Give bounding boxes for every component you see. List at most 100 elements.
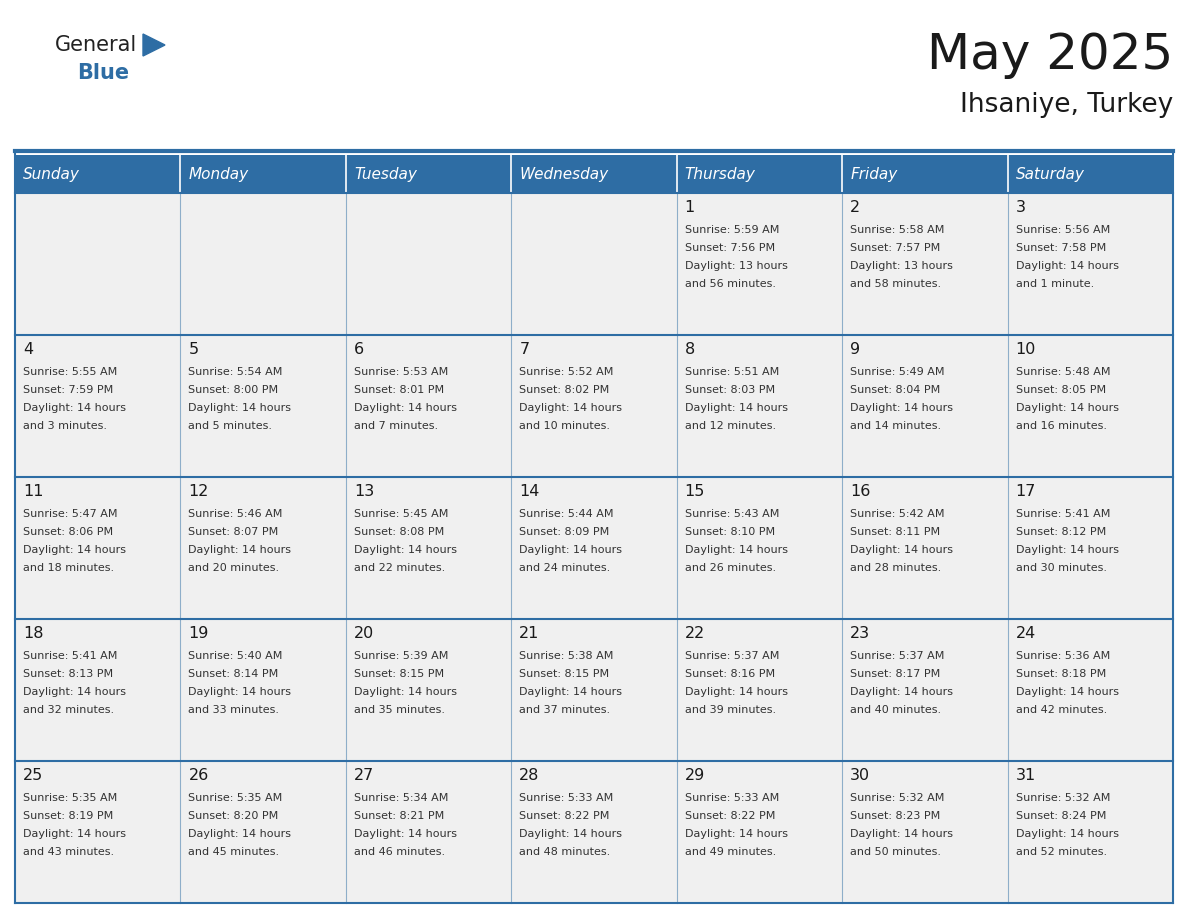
Text: Sunrise: 5:34 AM: Sunrise: 5:34 AM xyxy=(354,793,448,803)
Text: Sunrise: 5:40 AM: Sunrise: 5:40 AM xyxy=(189,651,283,661)
Text: Sunrise: 5:53 AM: Sunrise: 5:53 AM xyxy=(354,367,448,377)
Text: and 39 minutes.: and 39 minutes. xyxy=(684,705,776,715)
Text: Sunrise: 5:35 AM: Sunrise: 5:35 AM xyxy=(189,793,283,803)
Bar xyxy=(677,477,842,619)
Text: and 3 minutes.: and 3 minutes. xyxy=(23,421,107,431)
Bar xyxy=(15,193,181,335)
Text: Sunrise: 5:43 AM: Sunrise: 5:43 AM xyxy=(684,509,779,519)
Text: Daylight: 14 hours: Daylight: 14 hours xyxy=(23,687,126,697)
Text: 25: 25 xyxy=(23,767,43,782)
Text: Sunset: 8:14 PM: Sunset: 8:14 PM xyxy=(189,669,279,679)
Text: Sunrise: 5:35 AM: Sunrise: 5:35 AM xyxy=(23,793,118,803)
Bar xyxy=(15,619,181,761)
Text: Sunrise: 5:58 AM: Sunrise: 5:58 AM xyxy=(851,225,944,235)
Text: and 56 minutes.: and 56 minutes. xyxy=(684,279,776,289)
Text: and 20 minutes.: and 20 minutes. xyxy=(189,563,279,573)
Bar xyxy=(511,477,677,619)
Text: 7: 7 xyxy=(519,341,530,356)
Text: 9: 9 xyxy=(851,341,860,356)
Bar xyxy=(346,477,511,619)
Text: Daylight: 14 hours: Daylight: 14 hours xyxy=(189,545,291,555)
Text: and 46 minutes.: and 46 minutes. xyxy=(354,847,446,857)
Text: and 5 minutes.: and 5 minutes. xyxy=(189,421,272,431)
Bar xyxy=(842,335,1007,477)
Text: 23: 23 xyxy=(851,625,871,641)
Text: Daylight: 14 hours: Daylight: 14 hours xyxy=(851,403,953,413)
Text: 12: 12 xyxy=(189,484,209,498)
Text: Sunset: 7:56 PM: Sunset: 7:56 PM xyxy=(684,243,775,253)
Text: Sunrise: 5:36 AM: Sunrise: 5:36 AM xyxy=(1016,651,1110,661)
Text: 4: 4 xyxy=(23,341,33,356)
Bar xyxy=(511,155,677,193)
Text: Sunrise: 5:37 AM: Sunrise: 5:37 AM xyxy=(851,651,944,661)
Text: Sunset: 8:05 PM: Sunset: 8:05 PM xyxy=(1016,385,1106,395)
Text: Sunset: 8:03 PM: Sunset: 8:03 PM xyxy=(684,385,775,395)
Text: 5: 5 xyxy=(189,341,198,356)
Bar xyxy=(181,335,346,477)
Text: Sunset: 8:22 PM: Sunset: 8:22 PM xyxy=(684,811,775,821)
Text: 13: 13 xyxy=(354,484,374,498)
Text: Sunset: 8:24 PM: Sunset: 8:24 PM xyxy=(1016,811,1106,821)
Text: Sunset: 8:18 PM: Sunset: 8:18 PM xyxy=(1016,669,1106,679)
Bar xyxy=(181,619,346,761)
Text: General: General xyxy=(55,35,138,55)
Bar xyxy=(1007,761,1173,903)
Text: 29: 29 xyxy=(684,767,704,782)
Text: Sunrise: 5:32 AM: Sunrise: 5:32 AM xyxy=(851,793,944,803)
Text: Daylight: 14 hours: Daylight: 14 hours xyxy=(1016,829,1119,839)
Text: Sunset: 8:02 PM: Sunset: 8:02 PM xyxy=(519,385,609,395)
Text: 14: 14 xyxy=(519,484,539,498)
Text: Daylight: 14 hours: Daylight: 14 hours xyxy=(189,403,291,413)
Text: Sunset: 8:17 PM: Sunset: 8:17 PM xyxy=(851,669,941,679)
Text: Daylight: 14 hours: Daylight: 14 hours xyxy=(354,687,457,697)
Text: and 58 minutes.: and 58 minutes. xyxy=(851,279,941,289)
Text: Tuesday: Tuesday xyxy=(354,166,417,182)
Text: and 50 minutes.: and 50 minutes. xyxy=(851,847,941,857)
Text: Daylight: 14 hours: Daylight: 14 hours xyxy=(684,687,788,697)
Text: Sunset: 8:06 PM: Sunset: 8:06 PM xyxy=(23,527,113,537)
Text: Daylight: 14 hours: Daylight: 14 hours xyxy=(354,829,457,839)
Text: Daylight: 13 hours: Daylight: 13 hours xyxy=(851,261,953,271)
Text: 21: 21 xyxy=(519,625,539,641)
Text: Sunset: 8:16 PM: Sunset: 8:16 PM xyxy=(684,669,775,679)
Text: Sunrise: 5:48 AM: Sunrise: 5:48 AM xyxy=(1016,367,1110,377)
Text: 10: 10 xyxy=(1016,341,1036,356)
Text: and 42 minutes.: and 42 minutes. xyxy=(1016,705,1107,715)
Bar xyxy=(181,477,346,619)
Text: 2: 2 xyxy=(851,199,860,215)
Text: Sunrise: 5:41 AM: Sunrise: 5:41 AM xyxy=(23,651,118,661)
Bar xyxy=(15,155,181,193)
Text: Daylight: 14 hours: Daylight: 14 hours xyxy=(23,829,126,839)
Bar xyxy=(1007,477,1173,619)
Text: 22: 22 xyxy=(684,625,704,641)
Text: Sunday: Sunday xyxy=(23,166,80,182)
Text: May 2025: May 2025 xyxy=(927,31,1173,79)
Text: and 43 minutes.: and 43 minutes. xyxy=(23,847,114,857)
Text: Daylight: 14 hours: Daylight: 14 hours xyxy=(851,687,953,697)
Text: Daylight: 14 hours: Daylight: 14 hours xyxy=(684,829,788,839)
Text: and 24 minutes.: and 24 minutes. xyxy=(519,563,611,573)
Polygon shape xyxy=(143,34,165,56)
Text: 18: 18 xyxy=(23,625,44,641)
Bar xyxy=(1007,619,1173,761)
Text: and 48 minutes.: and 48 minutes. xyxy=(519,847,611,857)
Bar xyxy=(511,193,677,335)
Text: Daylight: 14 hours: Daylight: 14 hours xyxy=(851,829,953,839)
Bar xyxy=(677,193,842,335)
Text: Sunrise: 5:33 AM: Sunrise: 5:33 AM xyxy=(684,793,779,803)
Text: Sunrise: 5:33 AM: Sunrise: 5:33 AM xyxy=(519,793,613,803)
Text: Sunset: 8:00 PM: Sunset: 8:00 PM xyxy=(189,385,278,395)
Text: Daylight: 14 hours: Daylight: 14 hours xyxy=(189,829,291,839)
Text: Sunrise: 5:44 AM: Sunrise: 5:44 AM xyxy=(519,509,614,519)
Text: and 10 minutes.: and 10 minutes. xyxy=(519,421,611,431)
Text: and 32 minutes.: and 32 minutes. xyxy=(23,705,114,715)
Text: and 22 minutes.: and 22 minutes. xyxy=(354,563,446,573)
Text: 6: 6 xyxy=(354,341,364,356)
Bar xyxy=(1007,335,1173,477)
Text: Daylight: 14 hours: Daylight: 14 hours xyxy=(851,545,953,555)
Bar xyxy=(842,619,1007,761)
Text: Sunset: 8:12 PM: Sunset: 8:12 PM xyxy=(1016,527,1106,537)
Text: Sunrise: 5:46 AM: Sunrise: 5:46 AM xyxy=(189,509,283,519)
Text: Sunset: 8:09 PM: Sunset: 8:09 PM xyxy=(519,527,609,537)
Text: and 49 minutes.: and 49 minutes. xyxy=(684,847,776,857)
